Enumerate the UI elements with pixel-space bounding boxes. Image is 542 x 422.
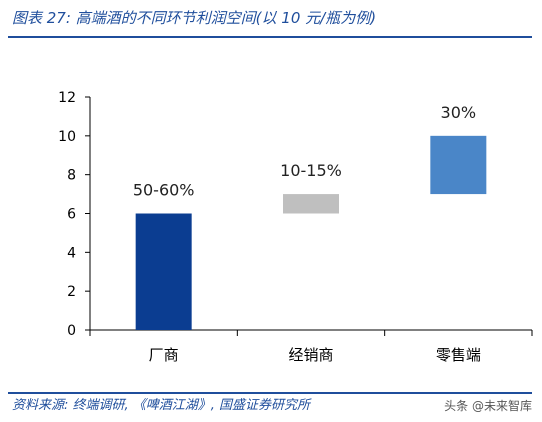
source-divider: [8, 392, 532, 394]
data-label-2: 30%: [441, 103, 477, 122]
bar-1: [283, 194, 339, 214]
data-label-0: 50-60%: [133, 181, 195, 200]
bars: [135, 135, 487, 330]
data-label-1: 10-15%: [280, 161, 342, 180]
watermark: 头条 @未来智库: [444, 399, 532, 413]
x-axis: 厂商 经销商 零售端: [89, 329, 533, 364]
source-note: 资料来源: 终端调研, 《啤酒江湖》, 国盛证券研究所: [12, 398, 311, 413]
y-tick-label-0: 0: [67, 323, 76, 339]
x-tick-label-1: 经销商: [288, 346, 333, 364]
y-axis: 0 2 4 6 8 10 12: [58, 90, 91, 339]
y-tick-label-4: 8: [67, 168, 76, 184]
y-tick-label-6: 12: [58, 90, 76, 106]
chart: 0 2 4 6 8 10 12 厂商 经销商 零售端 50-60% 10-15% 30%: [58, 90, 533, 364]
data-labels: 50-60% 10-15% 30%: [133, 103, 476, 200]
x-tick-label-2: 零售端: [436, 346, 481, 364]
y-tick-label-3: 6: [67, 207, 76, 223]
bar-2: [430, 135, 487, 195]
x-tick-label-0: 厂商: [149, 346, 179, 364]
chart-title: 图表 27: 高端酒的不同环节利润空间(以 10 元/瓶为例): [12, 9, 377, 27]
bar-0: [135, 213, 192, 330]
title-divider: [8, 36, 532, 38]
y-tick-label-1: 2: [67, 284, 76, 300]
y-tick-label-2: 4: [67, 245, 76, 261]
y-tick-label-5: 10: [58, 129, 76, 145]
